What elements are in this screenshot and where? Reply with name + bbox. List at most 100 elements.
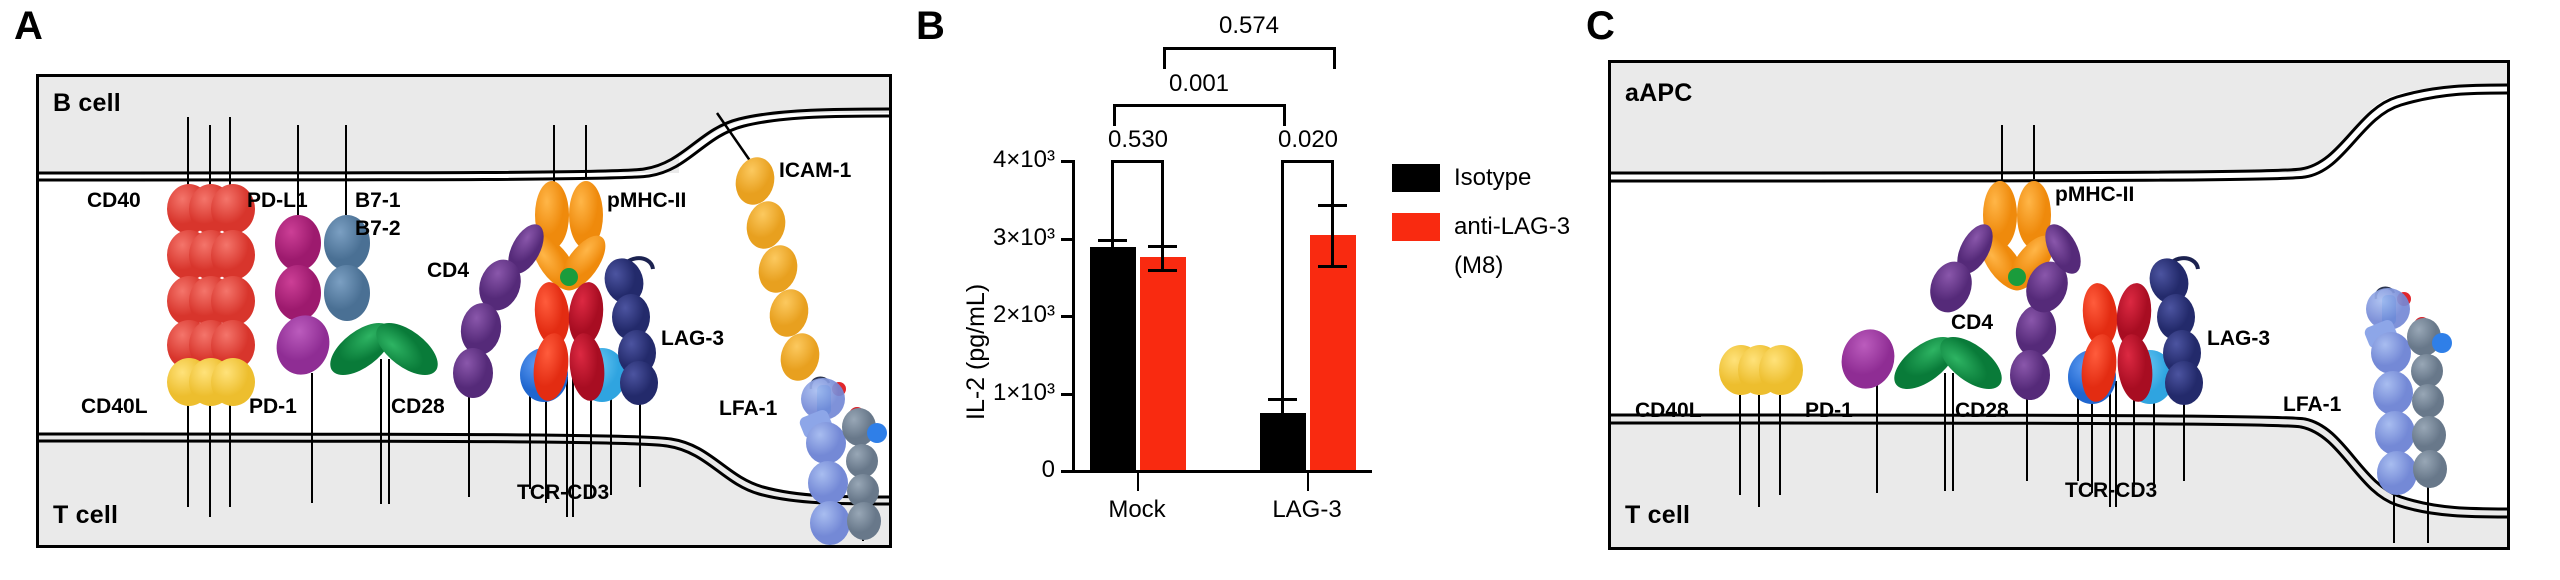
- cd28-stalk-1: [380, 359, 382, 504]
- panel-c-label-lag3: LAG-3: [2207, 327, 2270, 350]
- bracket-001-left: [1113, 104, 1116, 126]
- panel-b-letter: B: [916, 4, 945, 48]
- panel-c-lag3-molecule: [2149, 256, 2203, 405]
- pvalue-001: 0.001: [1168, 70, 1230, 97]
- y-tick-3000: [1061, 238, 1072, 241]
- cd40-molecule: [167, 184, 255, 370]
- panel-c-label-cd40l: CD40L: [1635, 399, 1702, 422]
- panel-c-molecules: [1719, 181, 2452, 495]
- panel-a-label-pmhc: pMHC-II: [607, 189, 687, 212]
- panel-c-pd1-stalk: [1876, 383, 1878, 493]
- il2-bar-chart: 4×10³ 3×10³ 2×10³ 1×10³ 0 IL-2 (pg/mL) M…: [950, 0, 1570, 580]
- panel-c-cd40l-stalk-1: [1739, 395, 1741, 495]
- pvalue-574: 0.574: [1218, 12, 1280, 39]
- errorcap-lag3-antilag3-top: [1318, 204, 1347, 207]
- lag3-stalk: [639, 377, 641, 487]
- panel-c-label-pd1: PD-1: [1805, 399, 1853, 422]
- pvalue-020: 0.020: [1277, 126, 1339, 153]
- panel-a-label-cd28: CD28: [391, 395, 445, 418]
- bracket-020-top: [1281, 160, 1334, 163]
- y-ticklabel-4000: 4×10³: [992, 146, 1055, 173]
- y-ticklabel-1000: 1×10³: [992, 379, 1055, 406]
- panel-a-molecules: [167, 157, 887, 545]
- panel-c-lfa1-molecule: [2364, 286, 2452, 495]
- legend-label-isotype: Isotype: [1454, 164, 1532, 191]
- panel-a-label-pdl1: PD-L1: [247, 189, 308, 212]
- y-ticklabel-3000: 3×10³: [992, 224, 1055, 251]
- panel-c-pmhc-ii-molecule: [1980, 181, 2054, 291]
- panel-c-diagram: aAPC T cell: [1608, 60, 2510, 550]
- y-axis-title: IL-2 (pg/mL): [962, 283, 990, 420]
- panel-c-aapc-label: aAPC: [1625, 79, 1693, 107]
- legend-label-antilag3: anti-LAG-3: [1454, 213, 1571, 240]
- tcr-stalk-4: [572, 377, 574, 517]
- panel-a-label-b71: B7-1: [355, 189, 401, 212]
- panel-a-t-cell-label: T cell: [53, 501, 119, 529]
- peptide-dot: [560, 268, 578, 286]
- bracket-574-left: [1163, 47, 1166, 69]
- panel-c-tcr-stalk-3: [2109, 381, 2111, 507]
- panel-a-diagram: B cell T cell: [36, 74, 892, 548]
- y-tick-2000: [1061, 315, 1072, 318]
- errorbar-mock-antilag3: [1161, 245, 1164, 270]
- panel-c-peptide-dot: [2008, 268, 2026, 286]
- cd40l-stalk-1: [187, 387, 189, 507]
- bracket-530-top: [1111, 160, 1164, 163]
- pdl1-molecule: [275, 215, 321, 321]
- panel-c-cd4-molecule: [1930, 224, 2081, 400]
- tcr-stalk-1: [529, 377, 531, 489]
- bar-mock-antilag3: [1140, 257, 1186, 470]
- y-ticklabel-0: 0: [1041, 456, 1055, 483]
- pmhc-stalk-2: [585, 125, 587, 179]
- panel-c-label-pmhc: pMHC-II: [2055, 183, 2135, 206]
- cd40l-molecule: [167, 358, 255, 406]
- panel-c-tcr-stalk-2: [2091, 381, 2093, 493]
- bar-mock-isotype: [1090, 247, 1136, 470]
- x-tick-lag3: [1307, 473, 1309, 491]
- y-tick-1000: [1061, 393, 1072, 396]
- panel-c-pd1-molecule: [1841, 329, 1895, 389]
- panel-c-pmhc-stalk-2: [2033, 125, 2035, 179]
- panel-c-cd28-stalk-2: [1952, 373, 1954, 491]
- bar-lag3-antilag3: [1310, 235, 1356, 470]
- y-tick-4000: [1061, 160, 1072, 163]
- cd28-stalk-2: [388, 359, 390, 504]
- pd1-stalk: [311, 373, 313, 503]
- b7-stalk: [345, 125, 347, 215]
- tcr-stalk-5: [590, 377, 592, 497]
- errorbar-lag3-isotype: [1281, 398, 1284, 415]
- panel-c-tcr-stalk-5: [2133, 381, 2135, 487]
- panel-c-cd28-stalk-1: [1944, 373, 1946, 491]
- panel-a-label-lfa1: LFA-1: [719, 397, 778, 420]
- x-category-lag3: LAG-3: [1272, 496, 1342, 523]
- panel-c-label-lfa1: LFA-1: [2283, 393, 2342, 416]
- pvalue-530: 0.530: [1107, 126, 1169, 153]
- panel-a-label-pd1: PD-1: [249, 395, 297, 418]
- y-axis-line: [1072, 160, 1075, 470]
- legend-swatch-isotype: [1392, 164, 1440, 192]
- bracket-530-left: [1111, 160, 1114, 250]
- panel-c-cd28-molecule: [1894, 336, 2002, 390]
- panel-c-label-cd28: CD28: [1955, 399, 2009, 422]
- panel-c-cd4-stalk: [2026, 381, 2028, 481]
- panel-c-lag3-stalk: [2183, 381, 2185, 481]
- icam1-molecule: [735, 157, 820, 381]
- legend-swatch-antilag3: [1392, 213, 1440, 241]
- bracket-574-right: [1333, 47, 1336, 69]
- cd40l-stalk-2: [209, 387, 211, 517]
- cd40-stalk-3: [229, 117, 231, 189]
- panel-c-label-cd4: CD4: [1951, 311, 1994, 334]
- cd4-stalk: [468, 377, 470, 497]
- panel-c-cd40l-molecule: [1719, 345, 1803, 395]
- panel-a-label-icam1: ICAM-1: [779, 159, 852, 182]
- panel-a-b-cell-label: B cell: [53, 89, 121, 117]
- bracket-001-top: [1113, 104, 1286, 107]
- cd40l-stalk-3: [229, 387, 231, 507]
- b7-molecule: [324, 215, 370, 321]
- cd28-molecule: [330, 322, 438, 376]
- errorcap-lag3-isotype: [1268, 398, 1297, 401]
- panel-c-tcr-stalk-6: [2153, 381, 2155, 485]
- bracket-020-right: [1331, 160, 1334, 205]
- panel-c-tcr-stalk-1: [2077, 381, 2079, 481]
- panel-a-label-cd4: CD4: [427, 259, 470, 282]
